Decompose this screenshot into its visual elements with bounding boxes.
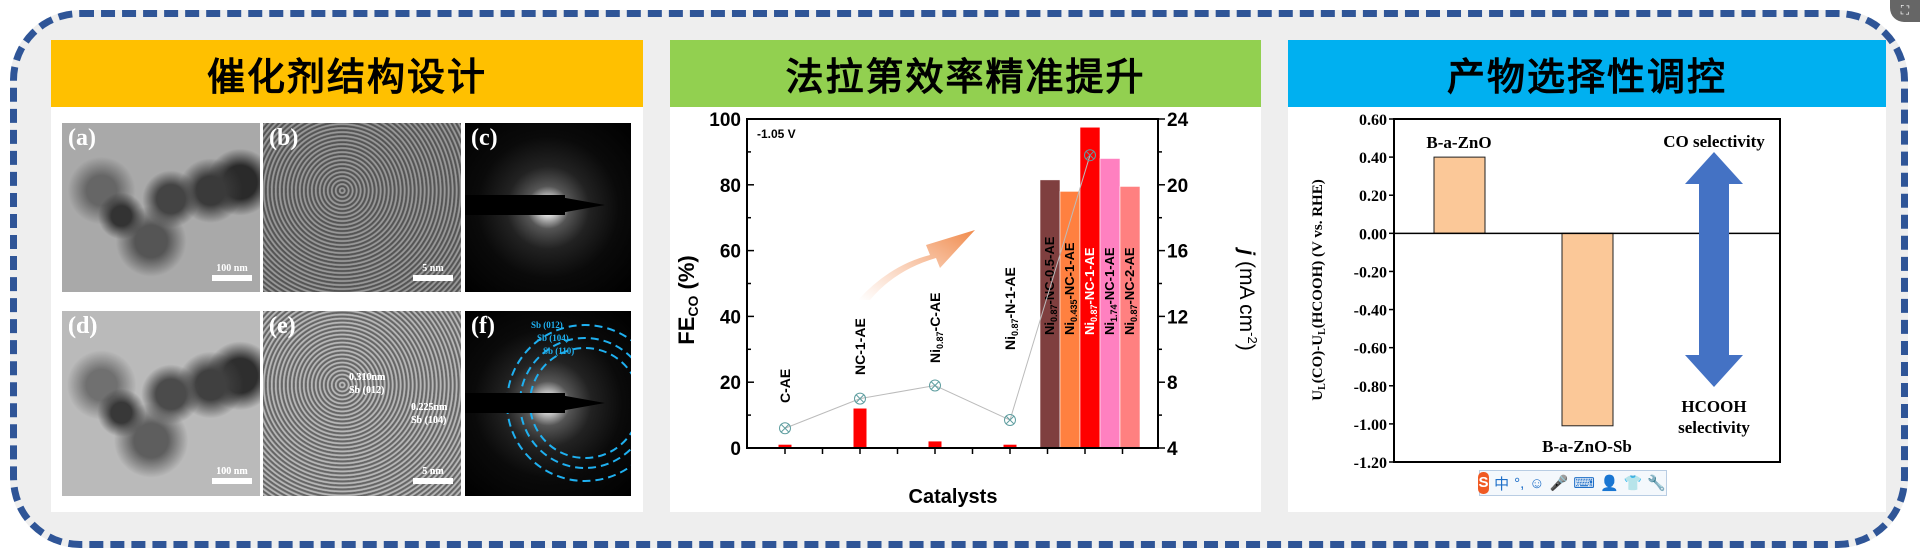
- y-tick-label: 40: [720, 307, 741, 328]
- category-label: Ni0.87-C-AE: [927, 293, 945, 363]
- category-label: Ni0.435-NC-1-AE: [1062, 242, 1079, 335]
- y-tick-label: 100: [709, 110, 741, 131]
- scale-bar: 5 nm: [413, 466, 453, 484]
- y2-tick-label: 12: [1167, 307, 1188, 328]
- category-label: Ni1.74-NC-1-AE: [1102, 247, 1119, 335]
- voltage-annotation: -1.05 V: [757, 127, 796, 141]
- current-density-point: [854, 392, 866, 405]
- image-label: (f): [471, 313, 495, 339]
- hrtem-image-e: (e) 0.310nm Sb (012) 0.225nm Sb (104) 5 nm: [263, 311, 461, 496]
- category-label: C-AE: [777, 369, 793, 403]
- bar: [1433, 156, 1486, 234]
- user-icon[interactable]: 👤: [1599, 475, 1619, 492]
- current-density-point-cross: [780, 423, 790, 433]
- image-label: (a): [68, 125, 96, 151]
- ring-labels: Sb (012) Sb (104) Sb (110): [531, 320, 575, 356]
- image-label: (d): [68, 313, 98, 339]
- panel-title: 催化剂结构设计: [51, 40, 643, 107]
- image-label: (e): [269, 313, 296, 339]
- microphone-icon[interactable]: 🎤: [1549, 475, 1569, 492]
- scale-bar: 100 nm: [212, 263, 252, 281]
- y2-tick-label: 20: [1167, 176, 1188, 197]
- category-label: Ni0.87-N-1-AE: [1002, 267, 1020, 350]
- current-density-point: [1084, 149, 1096, 162]
- category-label: NC-1-AE: [852, 318, 868, 375]
- y2-tick-label: 24: [1167, 110, 1189, 131]
- current-density-point-cross: [855, 394, 865, 404]
- saed-image-c: (c): [465, 123, 631, 292]
- scale-text: 100 nm: [216, 466, 248, 477]
- image-label: (c): [471, 125, 498, 151]
- y-tick-label: -0.80: [1354, 379, 1387, 396]
- current-density-point-cross: [1005, 415, 1015, 425]
- y-tick-label: 0.60: [1359, 112, 1387, 129]
- y2-axis-title: j (mA cm-2): [1235, 246, 1260, 350]
- tem-image-a: (a) 100 nm: [62, 123, 260, 292]
- fe-bar: [778, 444, 792, 448]
- category-label: Ni0.87-NC-0.5-AE: [1042, 236, 1059, 335]
- y-tick-label: 80: [720, 176, 741, 197]
- saed-image-f: (f) Sb (012) Sb (104) Sb (110): [465, 311, 631, 496]
- y-tick-label: -0.20: [1354, 264, 1387, 281]
- y2-tick-label: 4: [1167, 439, 1178, 460]
- scale-text: 100 nm: [216, 263, 248, 274]
- y-tick-label: 0: [730, 439, 741, 460]
- y2-tick-label: 8: [1167, 373, 1178, 394]
- hrtem-image-b: (b) 5 nm: [263, 123, 461, 292]
- emoji-icon[interactable]: ☺: [1529, 474, 1545, 492]
- punctuation-icon[interactable]: °,: [1514, 474, 1525, 492]
- y-axis-title: FECO (%): [674, 255, 701, 344]
- fe-bar: [1003, 444, 1017, 448]
- settings-wrench-icon[interactable]: 🔧: [1647, 475, 1666, 492]
- chinese-mode-icon[interactable]: 中: [1494, 475, 1510, 493]
- fe-bar: [853, 408, 867, 448]
- co-selectivity-label: CO selectivity: [1663, 132, 1765, 151]
- y-tick-label: 0.00: [1359, 226, 1387, 243]
- bar: [1561, 232, 1614, 427]
- scale-text: 5 nm: [422, 263, 444, 274]
- y-tick-label: -1.00: [1354, 417, 1387, 434]
- trend-arrow-icon: [858, 230, 975, 300]
- y-tick-label: 60: [720, 242, 741, 263]
- hcooh-selectivity-label: HCOOH: [1681, 397, 1746, 416]
- ime-toolbar[interactable]: S 中 °, ☺ 🎤 ⌨ 👤 👕 🔧: [1478, 470, 1667, 496]
- y2-tick-label: 16: [1167, 242, 1188, 263]
- image-label: (b): [269, 125, 299, 151]
- tem-image-d: (d) 100 nm: [62, 311, 260, 496]
- lattice-annotation: 0.310nm Sb (012): [349, 372, 386, 396]
- keyboard-icon[interactable]: ⌨: [1573, 475, 1595, 492]
- scale-bar: 100 nm: [212, 466, 252, 484]
- sogou-logo-icon[interactable]: S: [1478, 472, 1490, 494]
- y-tick-label: 0.20: [1359, 188, 1387, 205]
- bar-label: B-a-ZnO-Sb: [1542, 437, 1632, 456]
- scale-bar: 5 nm: [413, 263, 453, 281]
- y-tick-label: -0.40: [1354, 303, 1387, 320]
- x-axis-title: Catalysts: [909, 486, 998, 508]
- current-density-point: [929, 379, 941, 392]
- y-axis-title: UL(CO)-UL(HCOOH) (V vs. RHE): [1310, 179, 1328, 400]
- bar-label: B-a-ZnO: [1426, 133, 1491, 152]
- scale-text: 5 nm: [422, 466, 444, 477]
- double-arrow-icon: [1685, 152, 1743, 387]
- lattice-annotation: 0.225nm Sb (104): [411, 402, 448, 426]
- panel-title: 法拉第效率精准提升: [670, 40, 1261, 107]
- y-tick-label: -1.20: [1354, 455, 1387, 472]
- current-density-point: [779, 422, 791, 435]
- current-density-point: [1004, 414, 1016, 427]
- panel-title: 产物选择性调控: [1288, 40, 1886, 107]
- y-tick-label: 20: [720, 373, 741, 394]
- y-tick-label: -0.60: [1354, 341, 1387, 358]
- screenshot-icon[interactable]: ⛶: [1890, 0, 1920, 22]
- plot-frame: [1393, 118, 1781, 463]
- hcooh-selectivity-label: selectivity: [1678, 418, 1750, 437]
- current-density-point-cross: [930, 381, 940, 390]
- category-label: Ni0.87-NC-2-AE: [1122, 247, 1139, 335]
- category-label: Ni0.87-NC-1-AE: [1082, 247, 1099, 335]
- y-tick-label: 0.40: [1359, 150, 1387, 167]
- current-density-point-cross: [1085, 150, 1095, 160]
- skin-icon[interactable]: 👕: [1623, 475, 1643, 492]
- fe-bar: [928, 441, 942, 448]
